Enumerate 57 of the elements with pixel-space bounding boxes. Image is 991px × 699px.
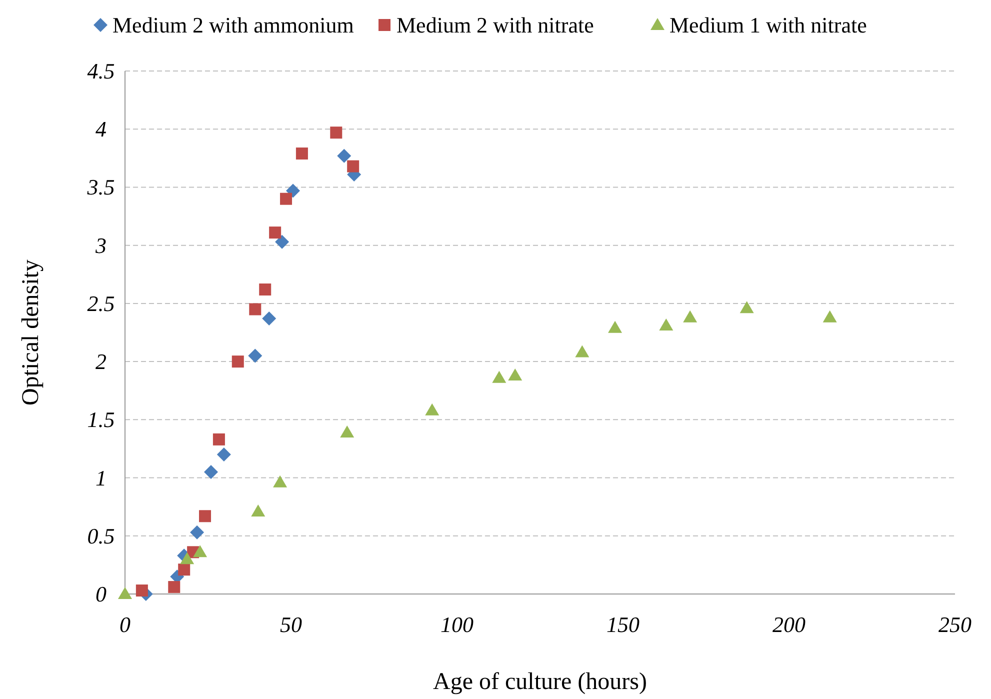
point [251, 504, 266, 516]
legend-label: Medium 2 with ammonium [112, 12, 354, 38]
point [204, 464, 218, 479]
point [178, 564, 190, 576]
point [259, 284, 272, 296]
point [608, 320, 622, 333]
legend-label: Medium 2 with nitrate [396, 12, 594, 38]
point [330, 126, 342, 139]
point [118, 587, 132, 599]
point [273, 475, 288, 488]
point [683, 310, 698, 322]
y-tick-label: 1 [96, 465, 106, 490]
x-tick-label: 50 [280, 612, 302, 637]
point [280, 192, 292, 205]
point [212, 433, 225, 446]
y-axis-title: Optical density [18, 260, 44, 406]
y-tick-label: 3.5 [86, 174, 115, 200]
point [286, 184, 300, 198]
point [575, 345, 590, 358]
y-tick-label: 4 [96, 116, 106, 142]
y-tick-label: 4.5 [87, 58, 115, 84]
x-tick-label: 200 [772, 612, 806, 637]
y-tick-label: 2.5 [87, 290, 115, 316]
point [508, 368, 522, 380]
point [248, 348, 262, 363]
x-axis-title: Age of culture (hours) [433, 669, 647, 695]
point [740, 301, 754, 314]
point [269, 226, 282, 239]
point [337, 148, 352, 163]
y-tick-label: 3 [94, 232, 106, 258]
y-tick-label: 0 [96, 582, 106, 606]
point [232, 356, 244, 368]
point [199, 510, 212, 522]
point [190, 525, 204, 540]
point [822, 310, 837, 322]
x-tick-label: 150 [606, 612, 640, 637]
point [216, 448, 231, 462]
point [262, 312, 276, 326]
point [296, 148, 308, 160]
point [340, 425, 354, 438]
point [659, 318, 674, 331]
x-tick-label: 0 [120, 612, 130, 637]
point [180, 552, 194, 564]
point [249, 303, 262, 316]
x-tick-label: 250 [938, 612, 972, 637]
legend-label: Medium 1 with nitrate [670, 12, 867, 38]
y-tick-label: 1.5 [87, 407, 115, 432]
point [425, 403, 440, 416]
y-tick-label: 0.5 [87, 523, 115, 548]
point [193, 545, 208, 558]
point [275, 234, 290, 249]
point [168, 581, 180, 594]
point [136, 584, 148, 597]
point [492, 370, 506, 383]
point [347, 160, 360, 172]
y-tick-label: 2 [96, 349, 106, 374]
x-tick-label: 100 [440, 612, 474, 637]
